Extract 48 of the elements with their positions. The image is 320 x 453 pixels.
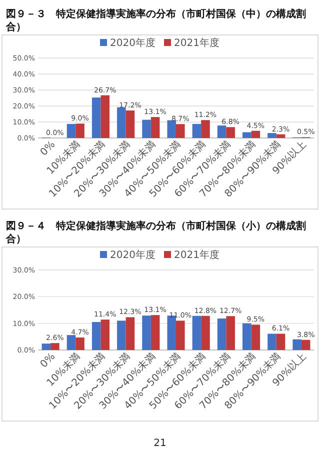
legend-label: 2021年度 (174, 249, 220, 261)
bar (242, 323, 252, 350)
bar (66, 124, 76, 138)
bar (251, 130, 260, 138)
bar (201, 316, 210, 350)
legend-label: 2020年度 (110, 249, 156, 261)
bar (226, 127, 235, 138)
bar (226, 316, 235, 350)
bar (76, 337, 84, 350)
bar (217, 126, 226, 138)
bar (150, 315, 160, 350)
bar (292, 339, 302, 350)
bar (268, 133, 276, 138)
bar (201, 120, 210, 138)
bar (176, 124, 185, 138)
bar (242, 132, 252, 138)
bar (76, 124, 84, 138)
bar (100, 320, 110, 350)
bar (192, 124, 202, 138)
bar (92, 322, 101, 350)
bar (192, 316, 202, 350)
bar (276, 134, 286, 138)
bar (92, 98, 101, 138)
bar (217, 318, 226, 350)
bar (142, 120, 151, 138)
bar (117, 320, 126, 350)
bar (276, 334, 286, 350)
bar (142, 316, 151, 350)
bar (66, 335, 76, 350)
bar (100, 95, 110, 138)
bar (50, 343, 60, 350)
chart-title: 図９－３ 特定保健指導実施率の分布（市町村国保（中）の構成割合） (5, 8, 306, 33)
legend-label: 2021年度 (174, 37, 220, 49)
bar (167, 120, 176, 138)
bar (126, 110, 135, 138)
bar (301, 340, 310, 350)
x-tick-label: 0% (38, 139, 58, 158)
bar (42, 344, 51, 350)
text: 21 (154, 438, 166, 449)
bar (176, 320, 185, 350)
x-tick-label: 0% (38, 351, 58, 370)
bar (268, 334, 276, 350)
legend-label: 2020年度 (110, 37, 156, 49)
bar (150, 117, 160, 138)
chart-title: 図９－４ 特定保健指導実施率の分布（市町村国保（小）の構成割合） (5, 220, 306, 245)
bar (251, 324, 260, 350)
bar (117, 107, 126, 138)
bar (126, 317, 135, 350)
